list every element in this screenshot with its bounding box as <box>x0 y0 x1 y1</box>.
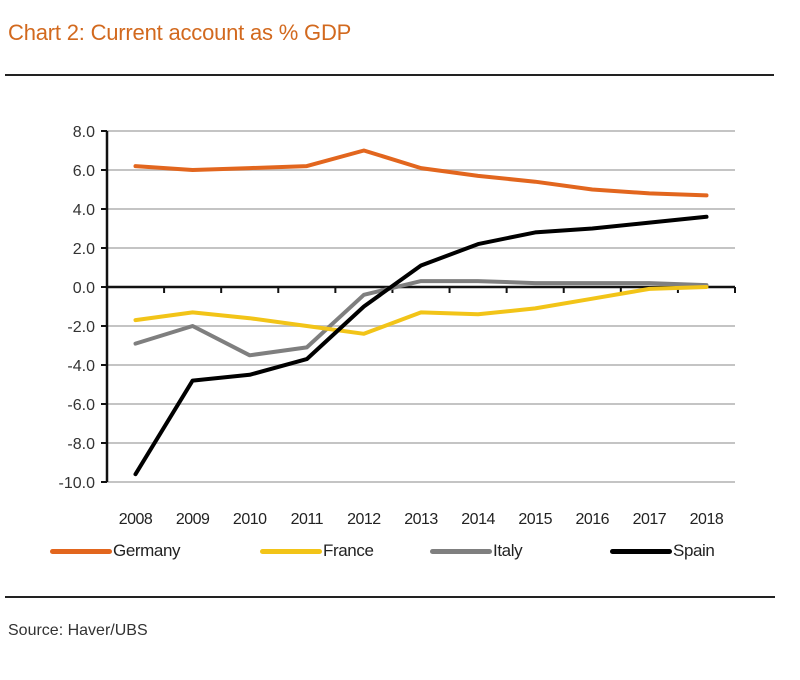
x-tick-label: 2010 <box>233 511 267 528</box>
legend-swatch-france <box>260 548 322 554</box>
legend-label-germany: Germany <box>113 541 181 560</box>
legend-swatch-italy <box>430 548 492 554</box>
legend-item-italy: Italy <box>430 541 523 561</box>
y-tick-label: 2.0 <box>73 241 95 258</box>
x-tick-label: 2015 <box>518 511 552 528</box>
x-tick-label: 2013 <box>404 511 438 528</box>
x-tick-label: 2012 <box>347 511 381 528</box>
x-tick-label: 2008 <box>119 511 153 528</box>
legend-item-germany: Germany <box>50 541 181 561</box>
series-line-france <box>133 285 709 336</box>
legend-item-spain: Spain <box>610 541 715 561</box>
line-chart: 8.0 6.0 4.0 2.0 0.0 -2.0 -4.0 -6.0 -8.0 -10.0 200… <box>59 124 736 528</box>
x-tick-label: 2017 <box>633 511 667 528</box>
chart-title: Chart 2: Current account as % GDP <box>8 20 352 45</box>
legend-swatch-spain <box>610 548 672 554</box>
source-note: Source: Haver/UBS <box>8 622 148 639</box>
y-tick-label: -2.0 <box>67 319 95 336</box>
y-tick-label: -10.0 <box>59 475 96 492</box>
legend-swatch-germany <box>50 548 112 554</box>
legend-label-france: France <box>323 541 374 560</box>
legend-label-italy: Italy <box>493 541 523 560</box>
x-tick-label: 2011 <box>291 511 324 528</box>
series-line-spain <box>133 214 709 477</box>
y-tick-label: -8.0 <box>67 436 95 453</box>
x-tick-label: 2009 <box>176 511 210 528</box>
legend-label-spain: Spain <box>673 541 715 560</box>
x-tick-labels: 2008 2009 2010 2011 2012 2013 2014 2015 2016 2017… <box>119 511 725 528</box>
bottom-divider <box>5 596 775 598</box>
series-lines <box>133 148 709 477</box>
series-line-germany <box>133 148 709 198</box>
x-tick-label: 2016 <box>575 511 609 528</box>
legend: Germany France Italy Spain <box>50 541 750 565</box>
top-divider <box>5 74 774 76</box>
y-tick-label: 8.0 <box>73 124 95 141</box>
gridlines <box>107 130 735 483</box>
y-axis: 8.0 6.0 4.0 2.0 0.0 -2.0 -4.0 -6.0 -8.0 -10.0 <box>59 124 109 492</box>
y-tick-label: -6.0 <box>67 397 95 414</box>
y-tick-label: 6.0 <box>73 163 95 180</box>
x-tick-label: 2014 <box>461 511 495 528</box>
y-tick-label: 4.0 <box>73 202 95 219</box>
y-tick-label: -4.0 <box>67 358 95 375</box>
legend-item-france: France <box>260 541 374 561</box>
series-line-italy <box>133 279 709 358</box>
y-tick-label: 0.0 <box>73 280 95 297</box>
x-tick-label: 2018 <box>690 511 724 528</box>
